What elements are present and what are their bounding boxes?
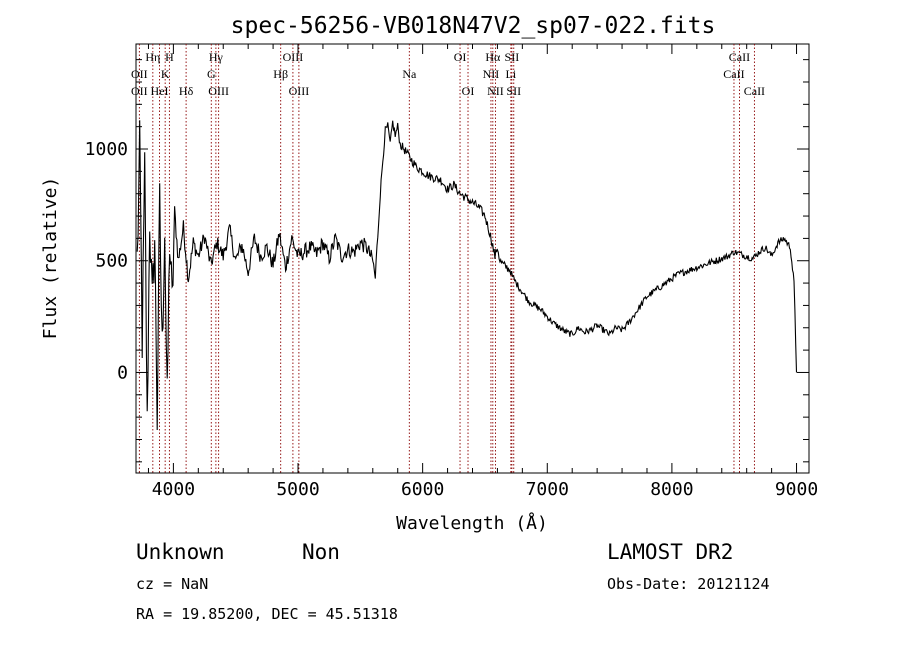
x-tick-label: 9000 bbox=[775, 479, 818, 500]
object-class: Unknown bbox=[136, 540, 225, 564]
axis-ticks bbox=[136, 44, 809, 473]
spectral-line-label: H bbox=[165, 50, 174, 64]
plot-frame bbox=[135, 43, 810, 474]
spectral-line-label: Hα bbox=[485, 50, 501, 64]
spectral-line-label: OII bbox=[131, 67, 148, 81]
spectral-line-label: OI bbox=[454, 50, 467, 64]
spectral-line-label: OII bbox=[131, 84, 148, 98]
spectral-line-markers bbox=[138, 44, 755, 473]
x-tick-label: 6000 bbox=[401, 479, 444, 500]
spectral-line-label: OI bbox=[462, 84, 475, 98]
obs-date: Obs-Date: 20121124 bbox=[607, 575, 770, 593]
x-tick-label: 8000 bbox=[650, 479, 693, 500]
y-tick-label: 0 bbox=[117, 362, 128, 383]
spectral-line-label: CaII bbox=[744, 84, 765, 98]
spectral-line-label: Hη bbox=[145, 50, 160, 64]
redshift-value: cz = NaN bbox=[136, 575, 208, 593]
spectral-line-label: Hδ bbox=[179, 84, 194, 98]
spectral-line-label: Li bbox=[506, 67, 517, 81]
spectral-line-label: K bbox=[161, 67, 170, 81]
x-tick-label: 7000 bbox=[526, 479, 569, 500]
spectral-line-label: OIII bbox=[289, 84, 310, 98]
object-subclass: Non bbox=[302, 540, 340, 564]
spectral-line-label: SII bbox=[505, 50, 520, 64]
coordinates: RA = 19.85200, DEC = 45.51318 bbox=[136, 605, 398, 623]
spectral-line-label: OIII bbox=[208, 84, 229, 98]
spectral-line-label: SII bbox=[506, 84, 521, 98]
spectral-line-label: CaII bbox=[729, 50, 750, 64]
tick-labels: 4000 5000 6000 7000 8000 9000 0 500 1000 bbox=[85, 139, 819, 500]
spectral-line-label: Na bbox=[402, 67, 417, 81]
spectral-line-label: HeI bbox=[151, 84, 169, 98]
spectral-line-label: G bbox=[207, 67, 216, 81]
spectral-line-label: NII bbox=[487, 84, 504, 98]
x-tick-label: 4000 bbox=[152, 479, 195, 500]
spectrum-line bbox=[136, 120, 798, 431]
spectral-line-label: Hβ bbox=[273, 67, 288, 81]
y-axis-label: Flux (relative) bbox=[40, 177, 61, 340]
x-axis-label: Wavelength (Å) bbox=[396, 512, 548, 534]
spectral-line-label: Hγ bbox=[209, 50, 224, 64]
y-tick-label: 500 bbox=[95, 251, 128, 272]
survey-name: LAMOST DR2 bbox=[607, 540, 733, 564]
y-tick-label: 1000 bbox=[85, 139, 128, 160]
spectral-line-label: OIII bbox=[283, 50, 304, 64]
spectral-line-label: NII bbox=[483, 67, 500, 81]
chart-title: spec-56256-VB018N47V2_sp07-022.fits bbox=[231, 13, 716, 39]
spectral-line-labels: OIIOIIHηHeIKHHδHγGOIIIHβOIIIOIIINaOIOIHα… bbox=[131, 50, 765, 98]
x-tick-label: 5000 bbox=[276, 479, 319, 500]
spectral-line-label: CaII bbox=[723, 67, 744, 81]
